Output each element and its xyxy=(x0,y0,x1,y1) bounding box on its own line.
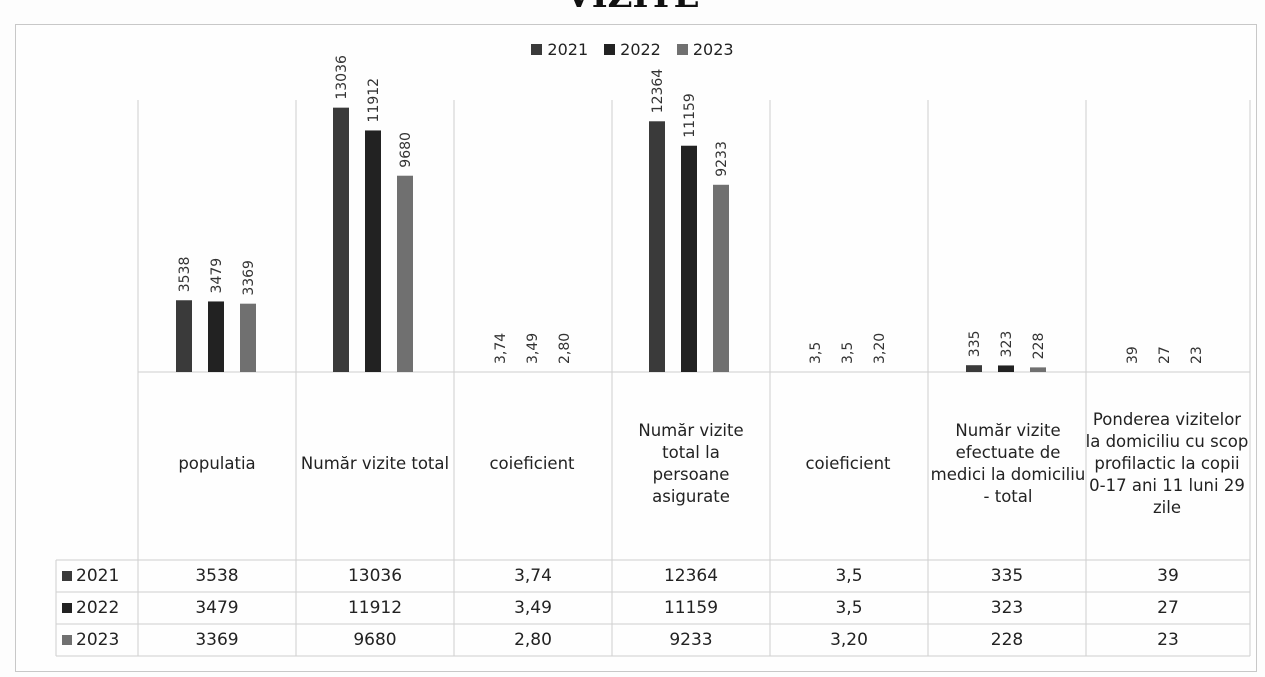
legend-item-2021: 2021 xyxy=(531,40,588,59)
table-cell: 12364 xyxy=(663,566,719,586)
table-cell: 3,20 xyxy=(830,630,868,650)
category-label-numar-vizite-total: Număr vizite total xyxy=(300,454,450,473)
bar-2022-5 xyxy=(998,365,1014,372)
table-cell: 335 xyxy=(990,566,1024,586)
row-swatch-2023 xyxy=(62,635,72,645)
table-cell: 27 xyxy=(1157,598,1179,618)
data-label-2023-0: 3369 xyxy=(241,260,257,296)
data-label-2022-2: 3,49 xyxy=(525,333,541,364)
table-cell: 11159 xyxy=(663,598,719,618)
data-label-2022-0: 3479 xyxy=(209,258,225,294)
data-label-2022-1: 11912 xyxy=(366,78,382,123)
data-label-2023-3: 9233 xyxy=(714,141,730,177)
table-cell: 23 xyxy=(1157,630,1179,650)
bar-2022-1 xyxy=(365,130,381,372)
chart-legend: 2021 2022 2023 xyxy=(0,40,1265,59)
table-cell: 9680 xyxy=(353,630,397,650)
data-label-2021-4: 3,5 xyxy=(808,342,824,364)
table-row-head-2023: 2023 xyxy=(56,624,136,656)
category-label-vizite-asigurate: Număr vizite total la persoane asigurate xyxy=(638,421,744,506)
row-swatch-2021 xyxy=(62,571,72,581)
legend-label-2022: 2022 xyxy=(620,40,661,59)
page-title: VIZITE xyxy=(0,0,1265,16)
bar-2021-1 xyxy=(333,107,349,373)
bar-2021-0 xyxy=(176,300,192,372)
data-label-2023-2: 2,80 xyxy=(557,333,573,364)
bar-2023-0 xyxy=(240,303,256,372)
row-swatch-2022 xyxy=(62,603,72,613)
bar-2023-5 xyxy=(1030,367,1046,372)
table-row-head-2022: 2022 xyxy=(56,592,136,624)
table-cell: 11912 xyxy=(347,598,403,618)
bar-2021-5 xyxy=(966,365,982,372)
data-label-2022-4: 3,5 xyxy=(840,342,856,364)
category-label-populatia: populatia xyxy=(178,454,256,473)
table-cell: 3,49 xyxy=(514,598,552,618)
data-label-2021-6: 39 xyxy=(1125,346,1141,364)
table-cell: 228 xyxy=(990,630,1024,650)
bar-2023-3 xyxy=(713,184,729,372)
bar-2023-1 xyxy=(397,175,413,372)
bar-2021-3 xyxy=(649,121,665,372)
data-label-2023-6: 23 xyxy=(1189,346,1205,364)
data-label-2023-5: 228 xyxy=(1031,333,1047,360)
bar-2022-3 xyxy=(681,145,697,372)
category-label-coieficient-2: coieficient xyxy=(805,454,891,473)
data-label-2022-5: 323 xyxy=(999,331,1015,358)
table-cell: 3538 xyxy=(195,566,239,586)
table-cell: 9233 xyxy=(669,630,713,650)
legend-swatch-2021 xyxy=(531,44,543,55)
table-cell: 2,80 xyxy=(514,630,552,650)
data-label-2022-3: 11159 xyxy=(682,93,698,138)
data-label-2021-1: 13036 xyxy=(334,55,350,100)
legend-label-2021: 2021 xyxy=(547,40,589,59)
legend-item-2022: 2022 xyxy=(604,40,661,59)
category-label-coieficient-1: coieficient xyxy=(489,454,575,473)
table-cell: 39 xyxy=(1157,566,1179,586)
data-label-2022-6: 27 xyxy=(1157,346,1173,364)
table-cell: 3369 xyxy=(195,630,239,650)
table-cell: 3,5 xyxy=(835,566,863,586)
data-label-2021-0: 3538 xyxy=(177,257,193,293)
table-cell: 323 xyxy=(990,598,1024,618)
data-label-2021-3: 12364 xyxy=(650,69,666,114)
table-row-head-2021: 2021 xyxy=(56,560,136,592)
category-label-vizite-domiciliu: Număr vizite efectuate de medici la domi… xyxy=(930,421,1086,506)
table-cell: 3,5 xyxy=(835,598,863,618)
data-label-2023-4: 3,20 xyxy=(872,333,888,364)
table-cell: 3,74 xyxy=(514,566,552,586)
data-label-2021-5: 335 xyxy=(967,330,983,357)
category-label-ponderea: Ponderea vizitelor la domiciliu cu scop … xyxy=(1085,410,1249,517)
data-label-2021-2: 3,74 xyxy=(493,333,509,364)
legend-swatch-2023 xyxy=(676,44,688,55)
legend-item-2023: 2023 xyxy=(676,40,734,59)
table-cell: 3479 xyxy=(195,598,239,618)
legend-label-2023: 2023 xyxy=(692,40,734,59)
data-label-2023-1: 9680 xyxy=(398,132,414,168)
bar-2022-0 xyxy=(208,301,224,372)
table-cell: 13036 xyxy=(347,566,403,586)
legend-swatch-2022 xyxy=(604,44,616,55)
